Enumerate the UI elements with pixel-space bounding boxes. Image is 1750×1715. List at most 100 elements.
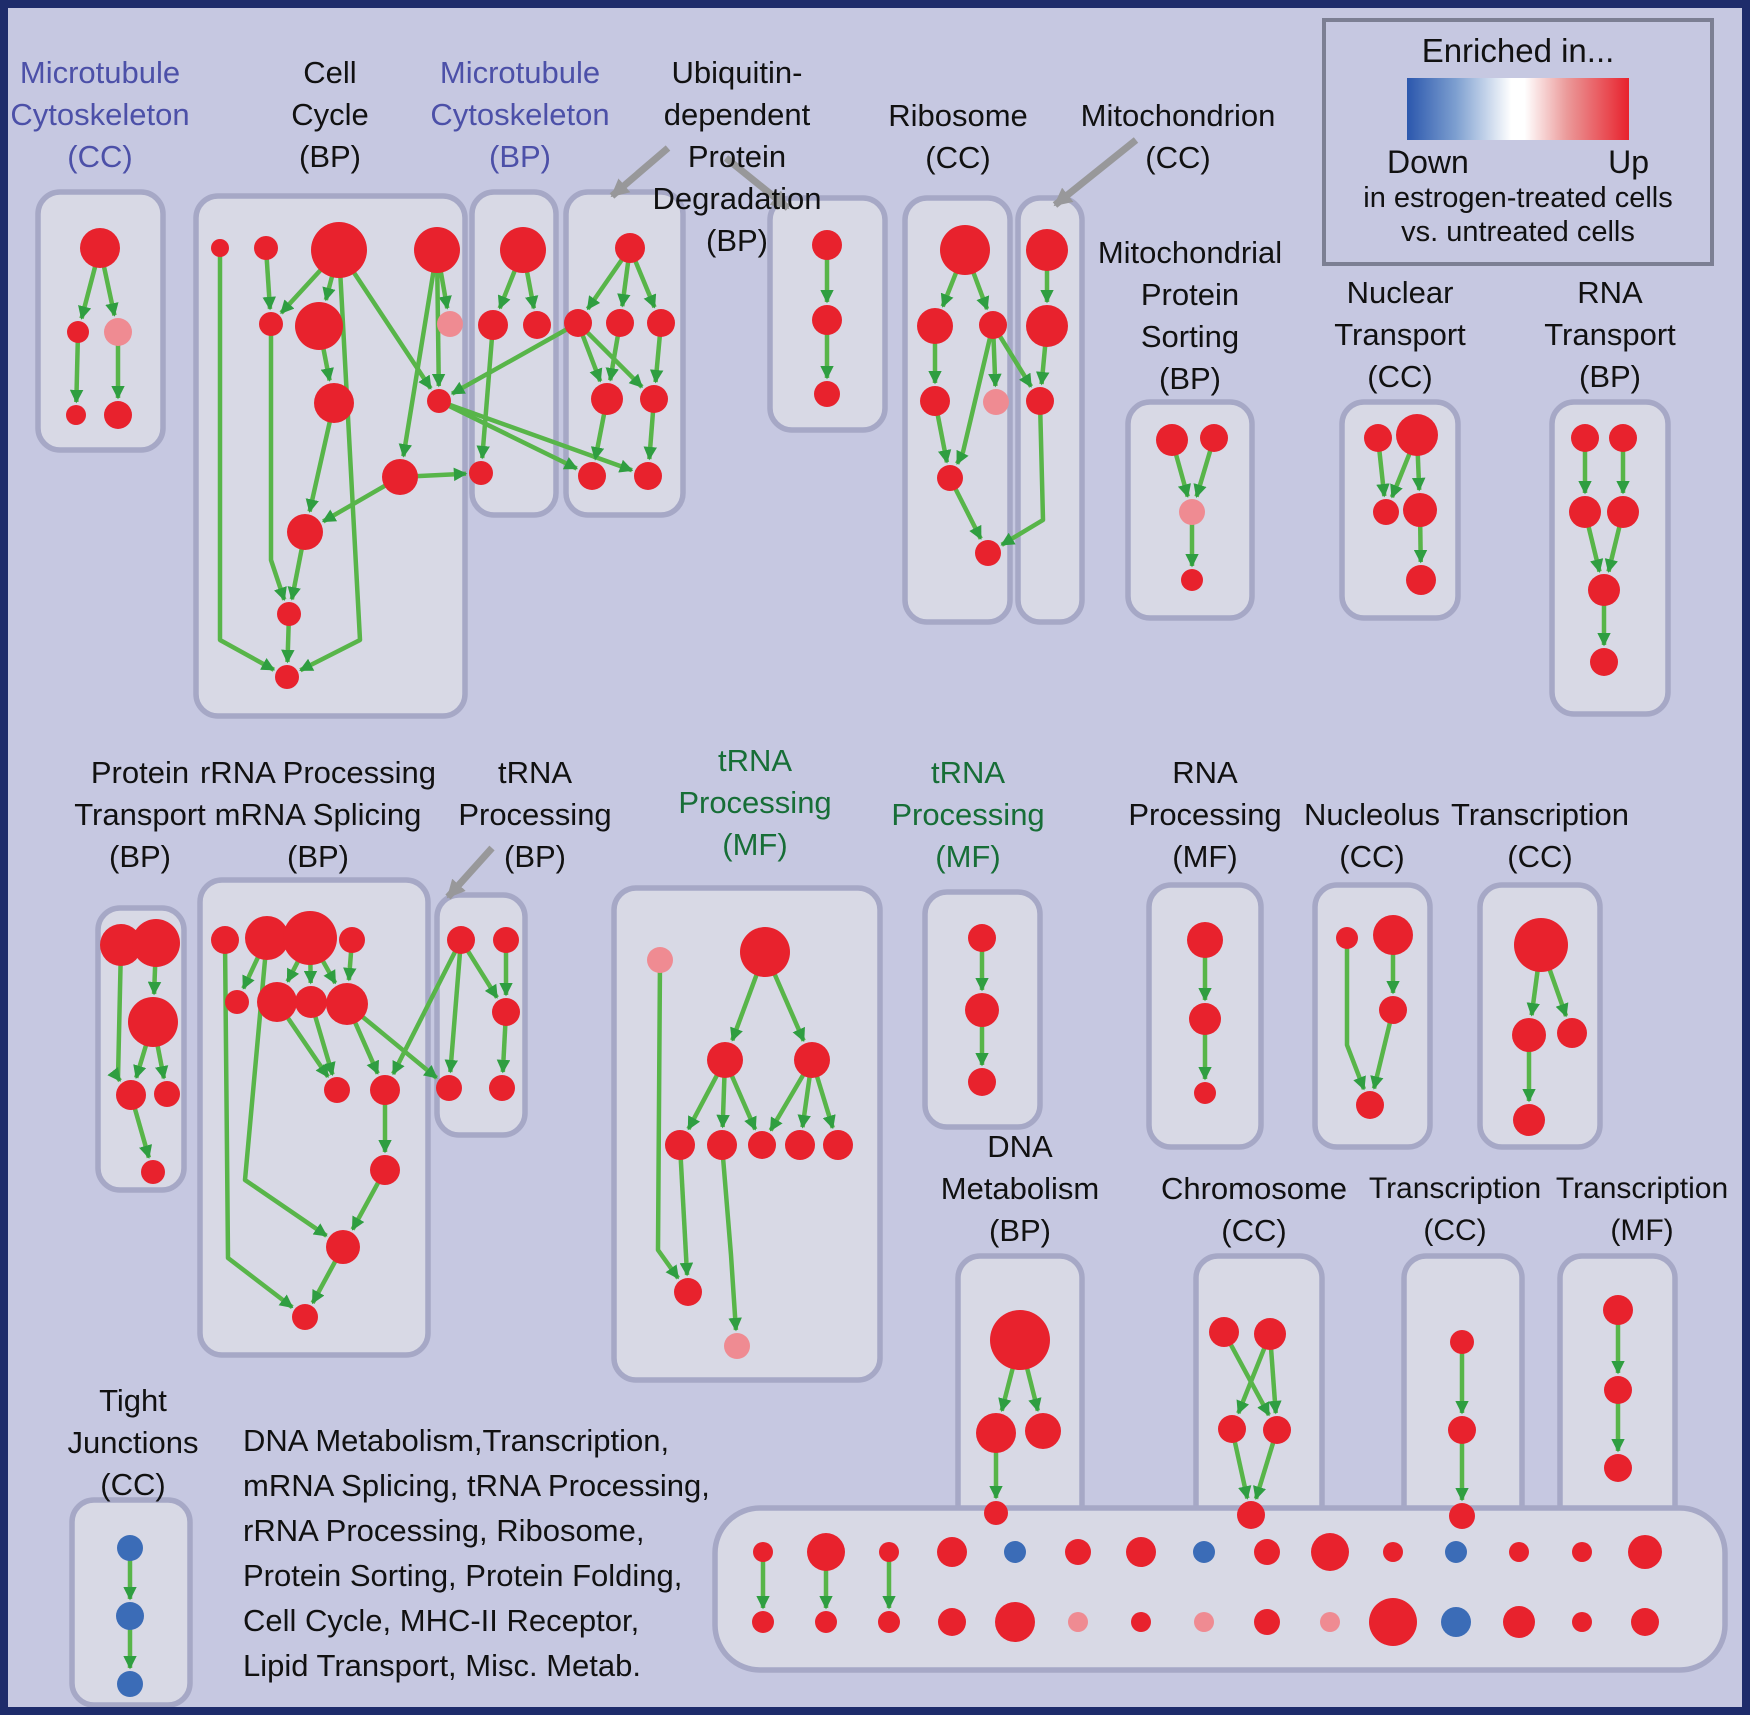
node-u2_c — [814, 381, 840, 407]
edge-mt_b-mt_d — [1035, 345, 1050, 386]
node-q_j — [724, 1333, 750, 1359]
node-d_a — [990, 1310, 1050, 1370]
edge-d_a-d_b — [998, 1367, 1015, 1413]
edge-rb_c-mt_d — [997, 334, 1033, 388]
node-n_d — [1356, 1091, 1384, 1119]
node-ub_c — [606, 309, 634, 337]
node-g13b — [1503, 1606, 1535, 1638]
node-r_a — [211, 926, 239, 954]
edge-rb_c-rb_f — [955, 337, 993, 465]
edge-r_c-r_f — [285, 960, 301, 983]
node-q_f — [748, 1131, 776, 1159]
node-mt_a — [1026, 229, 1068, 271]
node-h_d — [1263, 1416, 1291, 1444]
node-mt_b — [1026, 305, 1068, 347]
edge-m1b-m1d — [69, 341, 84, 404]
edge-rt_d-rt_e — [1604, 526, 1622, 573]
node-pt_b — [132, 919, 180, 967]
edge-n_a-n_d — [1344, 948, 1367, 1091]
node-cc_e — [259, 312, 283, 336]
node-ub_e — [591, 383, 623, 415]
node-pt_c — [128, 997, 178, 1047]
node-g3t — [879, 1542, 899, 1562]
edge-h_d-h_e — [1253, 1441, 1276, 1501]
node-g11t — [1383, 1542, 1403, 1562]
edge-q_a-q_c — [772, 973, 806, 1042]
node-n_c — [1379, 996, 1407, 1024]
node-tp_e — [492, 998, 520, 1026]
node-rb_f — [937, 465, 963, 491]
node-n_a — [1336, 927, 1358, 949]
node-g15t — [1628, 1535, 1662, 1569]
edge-cc_i-ub_f — [447, 403, 578, 471]
node-r_l — [326, 1230, 360, 1264]
edge-q_d-q_r — [678, 1158, 694, 1277]
node-tp_a — [447, 926, 475, 954]
node-ms_b — [1200, 424, 1228, 452]
edge-tp_a-tp_e — [465, 949, 499, 999]
node-rb_e — [983, 389, 1009, 415]
annotation-arrows — [445, 137, 1139, 900]
node-h_b — [1254, 1318, 1286, 1350]
node-r_c — [283, 911, 337, 965]
node-g2b — [815, 1611, 837, 1633]
edge-nt_d-nt_e — [1413, 525, 1428, 564]
edge-mt_d-rb_g — [1000, 413, 1046, 547]
node-h_c — [1218, 1415, 1246, 1443]
edge-q_c-q_f — [768, 1073, 806, 1132]
edge-ms_b-ms_c — [1193, 449, 1213, 498]
node-nt_d — [1403, 493, 1437, 527]
edge-q_b-q_f — [729, 1074, 758, 1131]
edge-cc_c-cc_f — [322, 275, 336, 302]
node-cc_h — [314, 383, 354, 423]
edge-nt_b-nt_c — [1389, 452, 1412, 499]
edge-tp_e-tp_d — [496, 1024, 511, 1074]
go-term-nodes — [66, 222, 1662, 1697]
edge-cc_f-cc_h — [320, 348, 334, 382]
node-rt_e — [1588, 574, 1620, 606]
node-r_f — [257, 982, 297, 1022]
node-r_b — [245, 916, 289, 960]
node-h_e — [1237, 1501, 1265, 1529]
legend-box: Enriched in... Down Up in estrogen-treat… — [1322, 18, 1714, 266]
edge-cc_d-cc_g — [438, 271, 452, 310]
node-s_a — [968, 924, 996, 952]
node-m1a — [80, 228, 120, 268]
node-ms_a — [1156, 424, 1188, 456]
node-tp_b — [493, 927, 519, 953]
node-mt2_c — [523, 311, 551, 339]
node-g3b — [878, 1611, 900, 1633]
cluster-box-rrna-mrna-bp — [197, 877, 431, 1358]
node-d_c — [1025, 1413, 1061, 1449]
node-r_d — [339, 927, 365, 953]
node-mt2_b — [478, 310, 508, 340]
node-g2t — [807, 1533, 845, 1571]
edge-r_f-r_i — [285, 1016, 330, 1079]
node-cc_b — [254, 236, 278, 260]
node-rt_b — [1609, 424, 1637, 452]
node-z_c — [1604, 1454, 1632, 1482]
edge-tp_a-tp_c — [444, 952, 463, 1074]
cluster-box-microtubule-cc — [35, 189, 166, 453]
edge-n_c-n_d — [1370, 1022, 1393, 1090]
edge-nt_b-nt_d — [1411, 454, 1426, 492]
node-y_c — [1449, 1503, 1475, 1529]
node-rt_a — [1571, 424, 1599, 452]
node-g14b — [1572, 1612, 1592, 1632]
node-cc_j — [382, 459, 418, 495]
node-d_d — [984, 1501, 1008, 1525]
cluster-box-misc-terms — [712, 1505, 1728, 1673]
node-j_b — [116, 1602, 144, 1630]
node-rt_d — [1607, 496, 1639, 528]
node-r_m — [292, 1304, 318, 1330]
node-q_c — [794, 1042, 830, 1078]
node-rb_d — [920, 386, 950, 416]
node-y_a — [1450, 1330, 1474, 1354]
edge-pt_c-pt_d — [133, 1044, 149, 1080]
node-s_c — [968, 1068, 996, 1096]
node-cc_n — [275, 665, 299, 689]
node-ub_h — [640, 385, 668, 413]
edge-r_l-r_m — [310, 1259, 338, 1305]
